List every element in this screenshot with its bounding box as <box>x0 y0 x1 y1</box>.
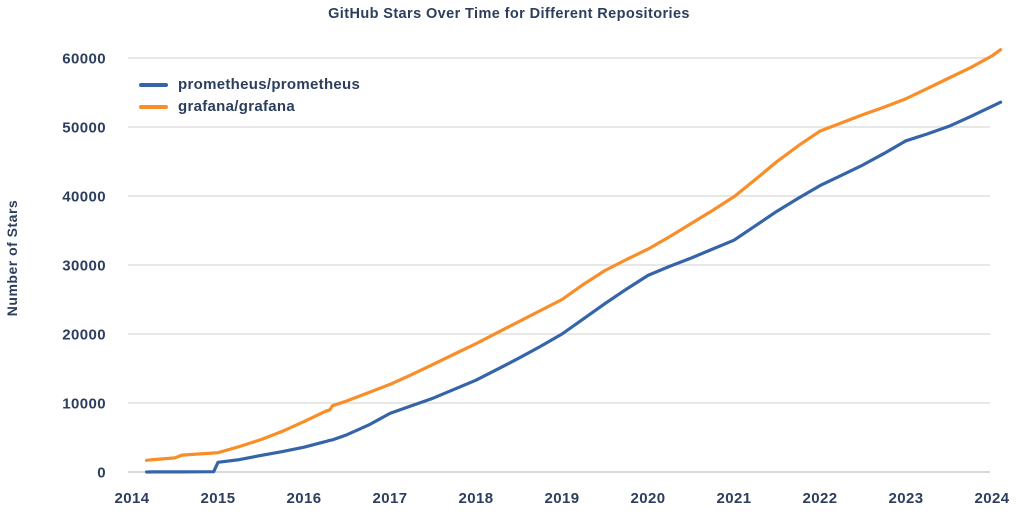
x-tick-label: 2016 <box>287 490 322 507</box>
chart-legend: prometheus/prometheus grafana/grafana <box>139 75 360 116</box>
legend-item-prometheus[interactable]: prometheus/prometheus <box>139 75 360 94</box>
x-tick-label: 2022 <box>803 490 838 507</box>
x-tick-label: 2024 <box>975 490 1010 507</box>
legend-label-grafana: grafana/grafana <box>178 98 296 115</box>
y-tick-label: 40000 <box>62 189 106 206</box>
line-grafana-grafana <box>145 48 1003 462</box>
x-tick-label: 2023 <box>889 490 924 507</box>
y-tick-label: 10000 <box>62 396 106 413</box>
y-tick-label: 0 <box>97 465 106 482</box>
x-tick-label: 2015 <box>201 490 236 507</box>
x-tick-label: 2020 <box>631 490 666 507</box>
chart-title: GitHub Stars Over Time for Different Rep… <box>328 6 690 22</box>
x-tick-label: 2021 <box>717 490 752 507</box>
x-tick-label: 2014 <box>115 490 150 507</box>
legend-label-prometheus: prometheus/prometheus <box>178 76 361 93</box>
legend-item-grafana[interactable]: grafana/grafana <box>139 97 360 116</box>
legend-line-grafana <box>139 104 168 109</box>
x-tick-label: 2017 <box>373 490 408 507</box>
x-tick-label: 2019 <box>545 490 580 507</box>
y-tick-label: 20000 <box>62 327 106 344</box>
x-tick-label: 2018 <box>459 490 494 507</box>
y-tick-label: 60000 <box>62 51 106 68</box>
y-tick-label: 50000 <box>62 120 106 137</box>
y-tick-label: 30000 <box>62 258 106 275</box>
line-prometheus-prometheus <box>145 100 1003 474</box>
legend-line-prometheus <box>139 82 168 87</box>
